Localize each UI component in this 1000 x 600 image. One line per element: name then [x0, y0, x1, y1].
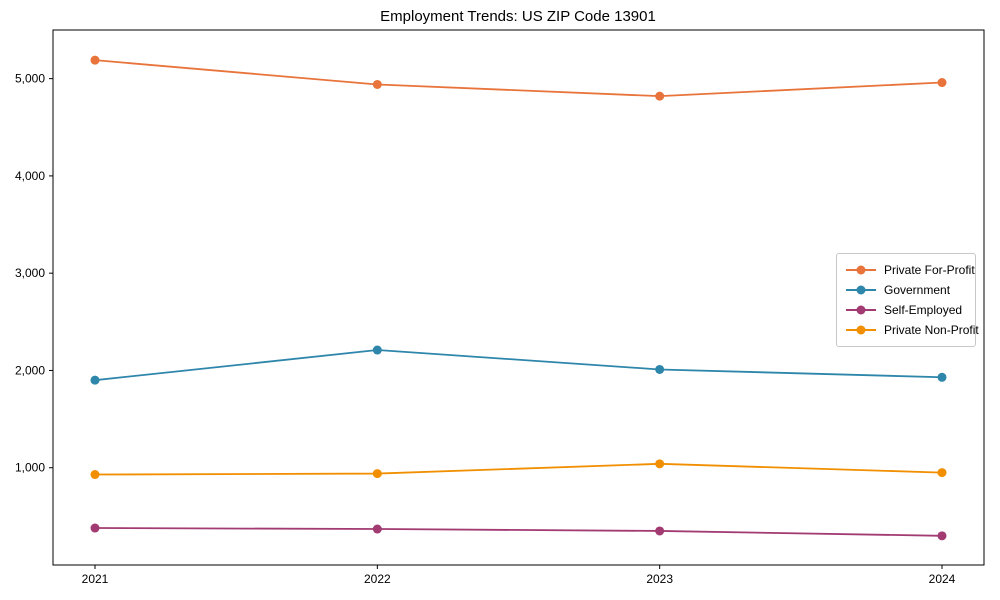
legend-entry-private-non-profit: Private Non-Profit [846, 320, 979, 340]
data-point-self-employed [372, 524, 382, 534]
legend: Private For-Profit Government Self-Employe… [836, 253, 979, 347]
data-point-private-non-profit [372, 469, 382, 479]
series-line-private-non-profit [94, 462, 943, 476]
series-line-private-for-profit [94, 59, 943, 98]
data-point-self-employed [937, 531, 947, 541]
data-point-private-non-profit [90, 470, 100, 480]
series-line-self-employed [94, 527, 943, 537]
legend-entry-government: Government [846, 280, 967, 300]
data-point-private-non-profit [937, 468, 947, 478]
data-point-self-employed [90, 523, 100, 533]
y-tick-label: 2,000 [15, 363, 45, 377]
data-point-government [372, 345, 382, 355]
x-tick-label: 2024 [929, 572, 956, 586]
legend-label-private-non-profit: Private Non-Profit [884, 323, 979, 337]
y-tick-label: 3,000 [15, 266, 45, 280]
x-tick-label: 2021 [82, 572, 109, 586]
legend-marker-government [846, 285, 876, 295]
y-tick-label: 1,000 [15, 461, 45, 475]
axes-frame [52, 29, 985, 566]
data-point-private-for-profit [372, 79, 382, 89]
data-point-private-non-profit [655, 459, 665, 469]
legend-dot-icon [856, 305, 866, 315]
legend-dot-icon [856, 325, 866, 335]
data-point-private-for-profit [937, 78, 947, 88]
legend-label-government: Government [884, 283, 951, 297]
data-point-government [655, 364, 665, 374]
y-tick-label: 5,000 [15, 72, 45, 86]
data-point-government [937, 372, 947, 382]
legend-label-private-for-profit: Private For-Profit [884, 263, 975, 277]
legend-marker-private-for-profit [846, 265, 876, 275]
legend-entry-private-for-profit: Private For-Profit [846, 260, 975, 280]
legend-marker-self-employed [846, 305, 876, 315]
data-point-government [90, 375, 100, 385]
series-line-government [94, 349, 943, 382]
chart-title: Employment Trends: US ZIP Code 13901 [380, 8, 656, 25]
legend-label-self-employed: Self-Employed [884, 303, 963, 317]
legend-entry-self-employed: Self-Employed [846, 300, 967, 320]
legend-dot-icon [856, 265, 866, 275]
data-point-private-for-profit [90, 55, 100, 65]
x-tick-label: 2022 [364, 572, 391, 586]
legend-marker-private-non-profit [846, 325, 876, 335]
y-tick-label: 4,000 [15, 169, 45, 183]
data-point-self-employed [655, 526, 665, 536]
data-point-private-for-profit [655, 91, 665, 101]
legend-dot-icon [856, 285, 866, 295]
x-tick-label: 2023 [646, 572, 673, 586]
